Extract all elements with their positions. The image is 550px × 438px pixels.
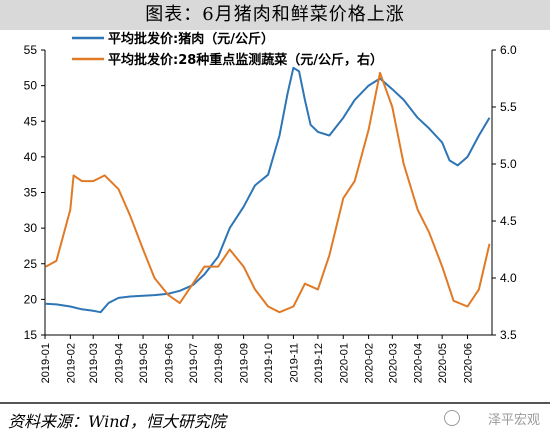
x-tick-label: 2019-05: [138, 343, 150, 383]
chart-axes: 15 20 25 30 35 40 45 50 55 3.5 4.0 4.5 5.0 5.5 6.0 2019…: [24, 43, 517, 383]
x-tick-label: 2019-02: [65, 343, 77, 383]
title-bar: [0, 0, 550, 30]
x-tick-label: 2020-02: [364, 343, 376, 383]
x-tick-label: 2019-01: [40, 343, 52, 383]
x-tick-label: 2020-04: [413, 343, 425, 383]
pork-price-line: [45, 66, 491, 314]
y-left-tick-label: 50: [24, 79, 38, 93]
chart-legend: 平均批发价:猪肉（元/公斤） 平均批发价:28种重点监测蔬菜（元/公斤，右）: [72, 31, 383, 68]
y-left-tick-label: 35: [24, 186, 38, 200]
vegetable-price-line: [45, 71, 491, 314]
y-right-tick-label: 3.5: [500, 328, 517, 342]
watermark: 泽平宏观: [487, 413, 540, 428]
chart-title: 图表：6月猪肉和鲜菜价格上涨: [145, 4, 405, 25]
x-tick-label: 2019-10: [263, 343, 275, 383]
x-tick-label: 2019-03: [88, 343, 100, 383]
x-tick-label: 2020-03: [387, 343, 399, 383]
x-tick-label: 2019-04: [114, 343, 126, 383]
footer-divider: [0, 402, 550, 404]
x-tick-label: 2019-07: [188, 343, 200, 383]
x-tick-label: 2019-11: [288, 343, 300, 383]
chart: 15 20 25 30 35 40 45 50 55 3.5 4.0 4.5 5.0 5.5 6.0 2019…: [24, 31, 517, 383]
source-note: 资料来源：Wind，恒大研究院: [8, 412, 226, 431]
y-left-tick-label: 25: [24, 257, 38, 271]
y-right-tick-label: 5.0: [500, 157, 517, 171]
x-tick-label: 2019-06: [163, 343, 175, 383]
x-tick-label: 2020-05: [437, 343, 449, 383]
y-right-tick-label: 4.5: [500, 214, 517, 228]
x-tick-label: 2020-01: [338, 343, 350, 383]
x-tick-label: 2020-06: [462, 343, 474, 383]
y-left-tick-label: 55: [24, 43, 38, 57]
y-left-tick-label: 20: [24, 292, 38, 306]
wechat-icon: [444, 410, 460, 426]
y-left-tick-label: 40: [24, 150, 38, 164]
chart-lines: [45, 66, 491, 314]
y-right-tick-label: 4.0: [500, 271, 517, 285]
x-tick-label: 2019-09: [239, 343, 251, 383]
y-left-tick-label: 30: [24, 221, 38, 235]
legend-label-pork: 平均批发价:猪肉（元/公斤）: [108, 31, 274, 47]
legend-label-vegetable: 平均批发价:28种重点监测蔬菜（元/公斤，右）: [108, 52, 383, 68]
y-left-tick-label: 45: [24, 114, 38, 128]
y-right-tick-label: 5.5: [500, 100, 517, 114]
x-tick-label: 2019-12: [313, 343, 325, 383]
y-right-tick-label: 6.0: [500, 43, 517, 57]
x-tick-label: 2019-08: [213, 343, 225, 383]
y-left-tick-label: 15: [24, 328, 38, 342]
